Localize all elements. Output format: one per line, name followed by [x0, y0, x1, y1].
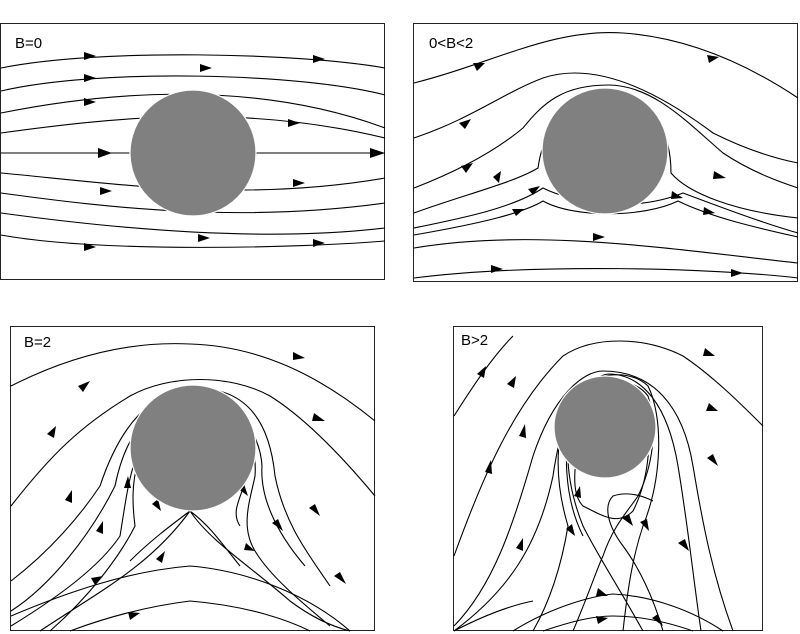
panel-label: B=0: [15, 35, 43, 52]
streamlines: [0, 54, 386, 248]
panel-b-greater-than-two: [453, 326, 764, 632]
panel-frame: [413, 23, 798, 282]
cylinder-obstacle: [129, 384, 257, 512]
flow-arrows: [84, 52, 385, 251]
cylinder-obstacle: [541, 87, 669, 215]
panel-label: B=2: [24, 334, 52, 351]
panel-frame: [10, 326, 375, 631]
flow-arrows: [459, 55, 743, 277]
panel-label: B>2: [461, 332, 489, 349]
panel-frame: [0, 23, 385, 280]
flow-arrows: [47, 352, 346, 620]
cylinder-obstacle: [553, 375, 657, 479]
panel-b-between-zero-and-two: [413, 23, 799, 282]
panel-b-zero: [0, 23, 386, 280]
panel-frame: [453, 326, 763, 631]
panel-b-two: [10, 326, 376, 632]
panel-label: 0<B<2: [429, 35, 474, 52]
flow-arrows: [477, 348, 718, 626]
cylinder-obstacle: [129, 89, 257, 217]
